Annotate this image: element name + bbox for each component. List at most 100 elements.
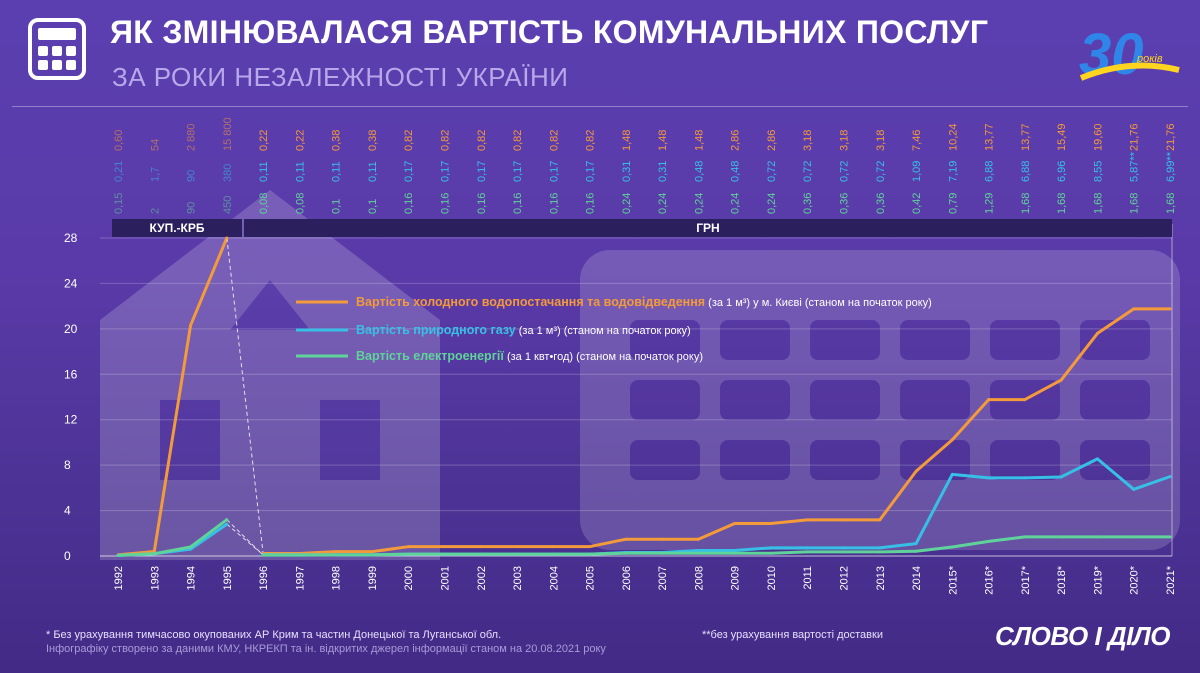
data-label-electricity: 0,16 (512, 193, 524, 214)
data-label-gas: 0,72 (802, 161, 814, 182)
y-tick-label: 4 (64, 504, 71, 518)
data-label-gas: 0,72 (839, 161, 851, 182)
footnote-delivery: **без урахування вартості доставки (702, 629, 883, 641)
data-label-gas: 8,55 (1092, 161, 1104, 182)
x-tick-label: 2011 (802, 566, 814, 590)
x-tick-label: 2008 (693, 566, 705, 590)
data-label-electricity: 1,29 (984, 193, 996, 214)
data-label-water: 0,82 (403, 130, 415, 151)
data-label-water: 15 800 (222, 117, 234, 151)
legend-entry: Вартість природного газу (за 1 м³) (стан… (356, 323, 691, 337)
data-point-electricity (479, 552, 483, 556)
logo-word: років (1136, 53, 1163, 65)
data-point-gas (987, 476, 991, 480)
data-label-electricity: 1,68 (1092, 193, 1104, 214)
x-tick-label: 2001 (439, 566, 451, 590)
x-tick-label: 2014 (911, 566, 923, 590)
data-label-water: 7,46 (911, 130, 923, 151)
data-label-electricity: 0,79 (947, 193, 959, 214)
legend-entry-title: Вартість холодного водопостачання та вод… (356, 295, 705, 309)
data-label-water: 21,76 (1165, 123, 1177, 151)
data-label-gas: 0,72 (766, 161, 778, 182)
currency-band-uah (244, 219, 1172, 237)
data-label-gas: 0,48 (730, 161, 742, 182)
data-label-electricity: 0,24 (766, 193, 778, 214)
currency-band-label: ГРН (696, 221, 719, 235)
data-label-electricity: 0,24 (693, 193, 705, 214)
x-tick-label: 1999 (367, 566, 379, 590)
data-label-water: 3,18 (875, 130, 887, 151)
page-title: ЯК ЗМІНЮВАЛАСЯ ВАРТІСТЬ КОМУНАЛЬНИХ ПОСЛ… (110, 14, 989, 50)
data-label-water: 10,24 (947, 123, 959, 151)
series-line-electricity-uah (263, 535, 1170, 557)
series-line-gas-uah (263, 457, 1171, 557)
y-tick-label: 20 (64, 322, 78, 336)
data-label-electricity: 0,42 (911, 193, 923, 214)
data-label-gas: 0,11 (367, 161, 379, 182)
data-label-water: 0,82 (512, 130, 524, 151)
x-tick-label: 2010 (766, 566, 778, 590)
data-label-electricity: 450 (222, 196, 234, 214)
legend-entry: Вартість холодного водопостачання та вод… (356, 295, 932, 309)
data-point-water (370, 550, 374, 554)
data-label-electricity: 1,68 (1056, 193, 1068, 214)
legend-entry-note: (за 1 квт•год) (станом на початок року) (504, 351, 703, 363)
data-point-water (1095, 331, 1099, 335)
series-line-electricity-kup (117, 518, 228, 557)
data-point-water (1023, 398, 1027, 402)
data-point-electricity (588, 552, 592, 556)
x-tick-label: 2013 (875, 566, 887, 590)
data-point-gas (1023, 476, 1027, 480)
data-point-water (225, 236, 229, 240)
currency-change-connector (226, 237, 264, 554)
data-point-electricity (225, 518, 229, 522)
data-label-gas: 0,17 (548, 161, 560, 182)
data-label-water: 54 (149, 139, 161, 151)
data-point-gas (878, 546, 882, 550)
data-point-electricity (696, 551, 700, 555)
data-point-water (769, 522, 773, 526)
currency-band-label: КУП.-КРБ (150, 221, 205, 235)
y-tick-label: 12 (64, 413, 78, 427)
data-point-water (878, 518, 882, 522)
x-tick-label: 2007 (657, 566, 669, 590)
data-point-electricity (152, 552, 156, 556)
data-point-water (1132, 307, 1136, 311)
data-label-water: 3,18 (839, 130, 851, 151)
data-label-electricity: 1,68 (1020, 193, 1032, 214)
data-label-electricity: 0,16 (548, 193, 560, 214)
x-tick-label: 1992 (113, 566, 125, 590)
data-label-water: 19,60 (1092, 123, 1104, 151)
data-label-gas: 0,11 (331, 161, 343, 182)
data-point-electricity (515, 552, 519, 556)
data-label-gas: 0,72 (875, 161, 887, 182)
data-label-electricity: 90 (186, 202, 198, 214)
data-point-electricity (1095, 535, 1099, 539)
data-label-electricity: 0,36 (839, 193, 851, 214)
data-label-water: 2,86 (766, 130, 778, 151)
data-label-water: 15,49 (1056, 123, 1068, 151)
data-point-gas (1059, 475, 1063, 479)
data-label-water: 0,38 (367, 130, 379, 151)
data-point-gas (914, 542, 918, 546)
data-label-gas: 6,88 (984, 161, 996, 182)
data-point-gas (733, 549, 737, 553)
data-label-water: 0,22 (294, 130, 306, 151)
data-point-electricity (116, 553, 120, 557)
series-line-water-kup (117, 237, 229, 557)
data-point-water (914, 469, 918, 473)
data-point-electricity (660, 551, 664, 555)
footnote-sources: Інфографіку створено за даними КМУ, НКРЕ… (46, 643, 606, 655)
data-point-electricity (1059, 535, 1063, 539)
y-tick-label: 8 (64, 458, 71, 472)
data-label-gas: 0,17 (585, 161, 597, 182)
data-point-water (624, 537, 628, 541)
data-label-gas: 0,31 (657, 161, 669, 182)
data-point-electricity (624, 551, 628, 555)
data-label-water: 13,77 (1020, 123, 1032, 151)
x-tick-label: 2002 (476, 566, 488, 590)
x-tick-label: 2003 (512, 566, 524, 590)
data-label-electricity: 0,36 (875, 193, 887, 214)
data-point-electricity (1023, 535, 1027, 539)
data-point-electricity (551, 552, 555, 556)
